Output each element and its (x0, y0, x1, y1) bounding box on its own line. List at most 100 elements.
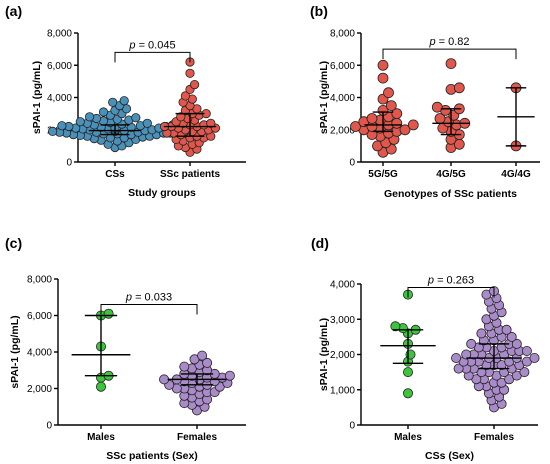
data-point (75, 117, 85, 127)
data-point (391, 108, 403, 119)
y-tick-label: 2,000 (330, 125, 355, 136)
x-tick-label: Males (394, 432, 422, 443)
data-point (461, 349, 472, 360)
significance-bracket (407, 287, 495, 298)
p-value-text: = 0.045 (136, 39, 176, 51)
panel-label: (c) (5, 235, 22, 251)
y-tick-label: 6,000 (27, 311, 52, 322)
data-point (377, 72, 389, 84)
panel-label: (a) (5, 3, 22, 19)
y-tick-label: 1,000 (330, 385, 355, 396)
y-tick-label: 0 (349, 158, 355, 169)
y-tick-label: 2,000 (330, 350, 355, 361)
x-tick-label: 5G/5G (368, 169, 398, 180)
y-tick-label: 0 (46, 421, 52, 432)
data-point (202, 357, 213, 368)
significance-bracket (114, 51, 191, 63)
data-point (179, 361, 190, 372)
data-point (385, 100, 397, 111)
x-tick-label: Males (87, 432, 115, 443)
data-point (511, 338, 522, 349)
y-tick-label: 0 (66, 158, 72, 169)
data-point (350, 121, 361, 132)
p-value-text: = 0.82 (436, 36, 470, 48)
p-value-label: p = 0.033 (125, 292, 172, 304)
data-point (98, 107, 109, 117)
data-point (47, 126, 58, 136)
data-point (519, 367, 530, 378)
data-point (180, 91, 190, 101)
data-point (159, 374, 170, 385)
data-point (96, 381, 107, 392)
data-point (85, 112, 95, 122)
x-tick-label: SSc patients (160, 169, 220, 180)
x-tick-label: CSs (105, 169, 125, 180)
data-point (501, 324, 512, 335)
data-point (377, 59, 389, 71)
y-tick-label: 4,000 (27, 348, 52, 359)
x-axis-title: Study groups (128, 187, 196, 199)
y-tick-label: 8,000 (27, 275, 52, 286)
panel-label: (b) (310, 3, 328, 19)
data-point (190, 80, 200, 90)
data-point (431, 101, 443, 113)
data-point (142, 118, 152, 128)
p-value-label: p = 0.045 (128, 39, 175, 51)
data-point (119, 96, 129, 106)
y-axis-title: sPAI-1 (pg/mL) (318, 61, 330, 134)
y-tick-label: 3,000 (330, 315, 355, 326)
x-axis-title: Genotypes of SSc patients (384, 188, 517, 200)
x-axis-title: SSc patients (Sex) (106, 450, 198, 462)
data-point (407, 119, 419, 131)
data-point (521, 345, 532, 356)
x-tick-label: Females (177, 432, 217, 443)
data-point (185, 68, 195, 78)
p-value-label: p = 0.263 (427, 275, 474, 287)
y-tick-label: 4,000 (330, 280, 355, 291)
y-tick-label: 6,000 (330, 61, 355, 72)
p-symbol: p (427, 275, 434, 287)
chart-panel-b: (b) 0 2,000 4,000 6,000 8,000 sPAI-1 (pg/mL) 5G… (310, 3, 540, 200)
data-point (402, 388, 413, 399)
y-tick-label: 2,000 (27, 384, 52, 395)
data-point (224, 370, 235, 381)
data-point (476, 328, 487, 339)
significance-bracket (100, 304, 198, 315)
y-tick-label: 0 (349, 421, 355, 432)
p-symbol: p (125, 292, 132, 304)
x-tick-label: 4G/5G (436, 169, 466, 180)
p-symbol: p (428, 36, 435, 48)
significance-bracket (382, 48, 517, 60)
p-value-text: = 0.033 (132, 292, 172, 304)
data-point (402, 367, 413, 378)
data-point (131, 113, 141, 123)
x-tick-label: Females (474, 432, 514, 443)
x-axis-title: CSs (Sex) (425, 450, 474, 462)
data-point (453, 82, 465, 94)
data-point (176, 112, 186, 122)
chart-panel-c: (c) 0 2,000 4,000 6,000 8,000 sPAI-1 (pg/mL) Ma… (5, 235, 246, 462)
y-tick-label: 6,000 (47, 61, 72, 72)
y-tick-label: 8,000 (47, 29, 72, 40)
y-axis-title: sPAI-1 (pg/mL) (31, 61, 43, 134)
data-point (383, 87, 394, 99)
y-tick-label: 4,000 (47, 93, 72, 104)
data-point (105, 133, 116, 143)
data-point (529, 352, 540, 363)
y-tick-label: 4,000 (330, 93, 355, 104)
y-axis-title: sPAI-1 (pg/mL) (9, 315, 21, 388)
data-point (390, 321, 401, 332)
panel-label: (d) (311, 235, 329, 251)
data-point (405, 349, 416, 360)
p-value-label: p = 0.82 (428, 36, 469, 48)
data-point (391, 117, 403, 129)
p-value-text: = 0.263 (434, 275, 474, 287)
data-point (366, 113, 378, 124)
data-point (206, 118, 216, 128)
data-point (451, 352, 462, 363)
data-point (103, 308, 114, 319)
data-point (57, 121, 67, 131)
data-point (399, 124, 411, 136)
